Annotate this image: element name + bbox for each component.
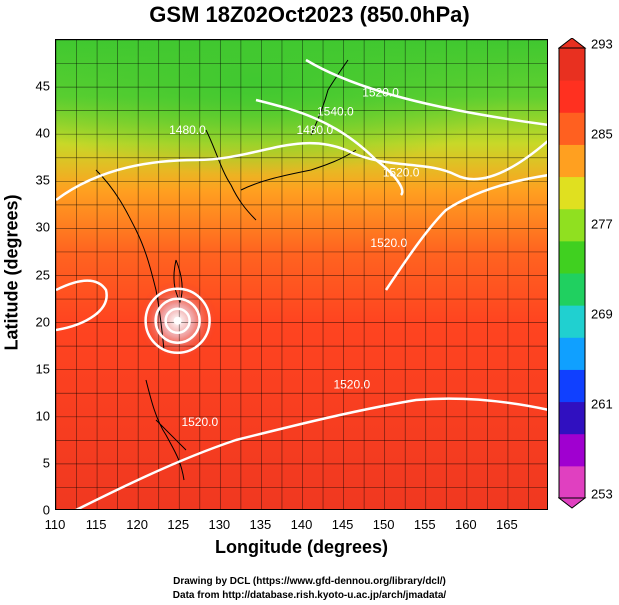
colorbar-bands bbox=[558, 47, 586, 499]
contour-line-1520-east bbox=[384, 174, 547, 291]
contour-label: 1540.0 bbox=[317, 104, 354, 118]
lat-lon-grid bbox=[56, 40, 547, 509]
contour-line-1480 bbox=[255, 98, 404, 196]
typhoon-contour-1 bbox=[164, 307, 191, 334]
x-axis-label: Longitude (degrees) bbox=[214, 537, 388, 557]
y-tick-label: 35 bbox=[35, 172, 50, 188]
contour-line-west-loop bbox=[56, 279, 108, 332]
typhoon-eye bbox=[173, 316, 182, 325]
colorbar-top-arrow bbox=[558, 38, 587, 49]
y-tick-label: 25 bbox=[35, 267, 50, 282]
colorbar-band bbox=[559, 80, 585, 113]
map-title: GSM 18Z02Oct2023 (850.0hPa) bbox=[149, 2, 470, 27]
colorbar-band bbox=[559, 401, 585, 435]
temperature-map-panel: 1480.0 1480.0 1540.0 1520.0 1520.0 1520.0 1520… bbox=[55, 39, 548, 510]
colorbar-band bbox=[559, 48, 585, 81]
coastlines bbox=[95, 59, 357, 481]
colorbar-tick-label: 253 bbox=[591, 486, 613, 502]
y-tick-label: 15 bbox=[35, 361, 50, 377]
colorbar-tick-label: 269 bbox=[591, 306, 613, 322]
contour-label: 1520.0 bbox=[181, 415, 218, 429]
geopotential-contours bbox=[56, 58, 547, 509]
colorbar-band bbox=[559, 305, 585, 338]
y-axis-label: Latitude (degrees) bbox=[1, 194, 22, 351]
colorbar-band bbox=[559, 112, 585, 145]
colorbar-band bbox=[559, 465, 585, 499]
credit-data-source: Data from http://database.rish.kyoto-u.a… bbox=[172, 590, 447, 601]
colorbar-band bbox=[559, 369, 585, 403]
colorbar bbox=[558, 38, 587, 509]
x-tick-label: 155 bbox=[413, 517, 436, 532]
contour-label: 1520.0 bbox=[362, 86, 399, 100]
taiwan-coast bbox=[173, 259, 183, 304]
x-tick-label: 160 bbox=[454, 517, 477, 532]
colorbar-bottom-arrow bbox=[558, 497, 587, 509]
colorbar-tick-label: 261 bbox=[591, 396, 613, 412]
y-tick-label: 45 bbox=[35, 78, 50, 94]
x-tick-label: 130 bbox=[208, 517, 231, 532]
contour-label: 1480.0 bbox=[169, 123, 206, 137]
contour-labels: 1480.0 1480.0 1540.0 1520.0 1520.0 1520.0 1520… bbox=[169, 86, 420, 430]
korea-japan-coast bbox=[205, 59, 357, 221]
colorbar-band bbox=[559, 240, 585, 274]
y-tick-label: 0 bbox=[42, 502, 50, 518]
y-tick-label: 30 bbox=[35, 219, 50, 235]
y-tick-label: 20 bbox=[35, 314, 50, 330]
colorbar-tick-label: 277 bbox=[591, 216, 613, 232]
colorbar-band bbox=[559, 144, 585, 178]
x-tick-label: 135 bbox=[249, 517, 272, 532]
contour-label: 1480.0 bbox=[296, 123, 333, 137]
temperature-map: 1480.0 1480.0 1540.0 1520.0 1520.0 1520.0 1520… bbox=[56, 40, 547, 509]
contour-label: 1520.0 bbox=[333, 378, 370, 392]
colorbar-band bbox=[559, 273, 585, 306]
colorbar-band bbox=[559, 337, 585, 370]
x-tick-label: 150 bbox=[372, 517, 395, 532]
contour-label: 1520.0 bbox=[370, 236, 407, 250]
x-tick-label: 120 bbox=[126, 517, 149, 532]
x-tick-label: 125 bbox=[167, 517, 190, 532]
colorbar-band bbox=[559, 208, 585, 242]
contour-line-north bbox=[56, 140, 547, 202]
china-coast bbox=[95, 169, 165, 351]
typhoon-contour-3 bbox=[144, 287, 211, 354]
colorbar-band bbox=[559, 433, 585, 467]
x-tick-label: 140 bbox=[290, 517, 313, 532]
colorbar-band bbox=[559, 176, 585, 210]
colorbar-tick-label: 293 bbox=[591, 36, 613, 52]
typhoon-contour-2 bbox=[154, 297, 201, 344]
y-tick-label: 5 bbox=[42, 455, 50, 471]
typhoon-center-marker bbox=[173, 316, 182, 325]
x-tick-label: 110 bbox=[44, 517, 66, 532]
x-tick-label: 145 bbox=[331, 517, 354, 532]
y-tick-label: 10 bbox=[35, 408, 50, 424]
contour-line-1520-south bbox=[75, 397, 547, 509]
x-tick-label: 115 bbox=[85, 517, 107, 532]
philippines-coast bbox=[145, 379, 187, 481]
y-tick-label: 40 bbox=[35, 125, 50, 141]
credit-dcl: Drawing by DCL (https://www.gfd-dennou.o… bbox=[173, 576, 446, 587]
colorbar-tick-label: 285 bbox=[591, 126, 613, 142]
contour-label: 1520.0 bbox=[383, 166, 420, 180]
contour-line-1540 bbox=[305, 58, 547, 126]
x-tick-label: 165 bbox=[496, 517, 518, 532]
